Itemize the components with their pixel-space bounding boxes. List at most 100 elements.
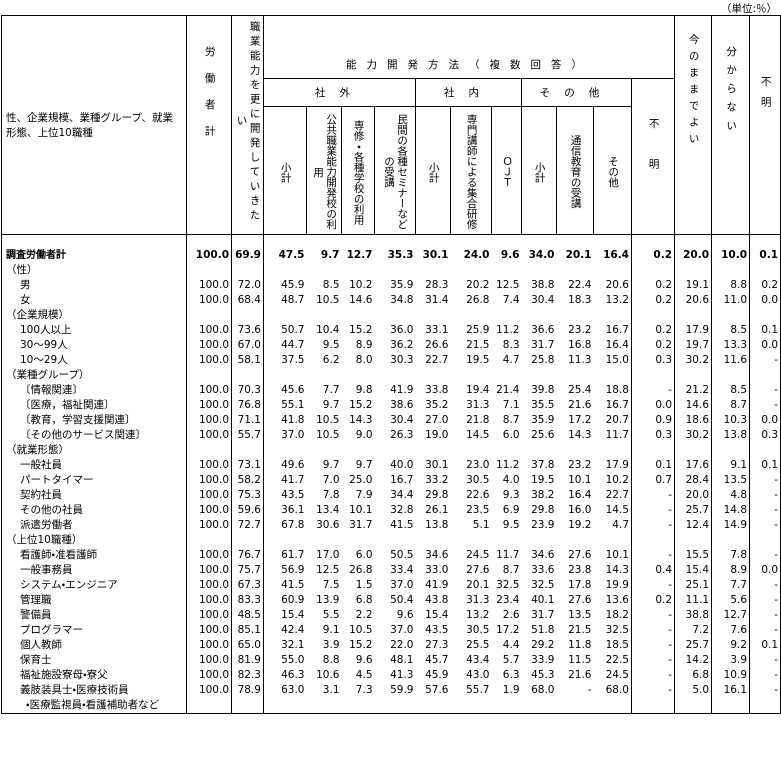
cell: 40.0 (375, 458, 416, 473)
cell-value: 33.4 (390, 564, 414, 576)
cell (186, 443, 232, 458)
cell-value: 17.8 (568, 579, 592, 591)
cell: 46.3 (263, 668, 307, 683)
cell-value: 41.3 (390, 669, 414, 681)
cell-value: 55.7 (237, 429, 261, 441)
cell: 4.4 (492, 638, 522, 653)
cell: 5.6 (711, 593, 750, 608)
cell-value: 67.8 (281, 519, 305, 531)
cell-value: 19.9 (605, 579, 629, 591)
cell (375, 308, 416, 323)
cell: 6.9 (492, 503, 522, 518)
table-row: その他の社員 100.0 59.6 36.1 13.4 10.1 32.8 26.1 23.5 6… (1, 503, 781, 518)
cell-value: - (774, 384, 779, 396)
cell: 17.2 (492, 623, 522, 638)
cell-value: 3.1 (322, 684, 340, 696)
cell: 14.8 (711, 503, 750, 518)
cell (749, 308, 781, 323)
cell (522, 533, 557, 548)
cell-value: 30.3 (390, 354, 414, 366)
cell: 31.7 (342, 518, 375, 533)
row-label: 個人教師 (1, 638, 187, 653)
cell-value: 8.7 (730, 399, 748, 411)
row-label: 〔情報関連〕 (1, 383, 187, 398)
cell: 56.9 (263, 563, 307, 578)
cell: 18.5 (594, 638, 632, 653)
cell-value: - (774, 519, 779, 531)
cell: 20.7 (594, 413, 632, 428)
cell: 68.0 (593, 683, 632, 714)
cell: 10.3 (711, 413, 750, 428)
cell: 34.4 (375, 488, 416, 503)
cell (263, 368, 307, 383)
cell: 7.9 (342, 488, 375, 503)
cell: 31.4 (416, 293, 451, 308)
cell-value: 30.6 (316, 519, 340, 531)
cell-value: 18.5 (605, 639, 629, 651)
cell-value: 50.7 (281, 324, 305, 336)
cell-value: 13.9 (316, 594, 340, 606)
cell: 15.4 (416, 608, 451, 623)
cell-value: 37.5 (281, 354, 305, 366)
cell (186, 263, 232, 278)
cell (342, 443, 375, 458)
cell: 31.7 (522, 338, 557, 353)
cell-value: 14.3 (349, 414, 373, 426)
cell (594, 308, 632, 323)
cell-value: - (774, 549, 779, 561)
row-label: 警備員 (1, 608, 187, 623)
cell (451, 263, 492, 278)
cell-value: 78.9 (237, 684, 261, 696)
cell-value: 76.8 (237, 399, 261, 411)
cell-value: 45.9 (425, 669, 449, 681)
cell-value: 100.0 (198, 639, 229, 651)
cell: 27.6 (451, 563, 492, 578)
column-header-text: 専修・各種学校の利用 (352, 119, 365, 225)
cell (307, 308, 342, 323)
cell-value: 18.2 (605, 609, 629, 621)
cell-value: 0.2 (655, 294, 673, 306)
cell (594, 533, 632, 548)
cell (231, 533, 264, 548)
cell: 37.8 (522, 458, 557, 473)
row-label-text: 福祉施設寮母・寮父 (20, 669, 108, 681)
cell-value: 38.2 (531, 489, 555, 501)
cell: 73.6 (231, 323, 264, 338)
cell-value: 32.8 (390, 504, 414, 516)
cell-value: 27.6 (466, 564, 490, 576)
cell (186, 308, 232, 323)
cell: 9.1 (711, 458, 750, 473)
cell-value: 39.8 (531, 384, 555, 396)
cell-value: - (668, 519, 673, 531)
cell: 22.7 (416, 353, 451, 368)
row-label: 看護師・准看護師 (1, 548, 187, 563)
cell: 41.9 (375, 383, 416, 398)
cell: 4.0 (492, 473, 522, 488)
cell: 4.7 (492, 353, 522, 368)
cell-value: 9.1 (322, 624, 340, 636)
cell-value: 29.8 (531, 504, 555, 516)
cell-value: 25.1 (685, 579, 710, 591)
cell: 20.6 (674, 293, 712, 308)
cell-value: 40.1 (531, 594, 555, 606)
cell (674, 308, 712, 323)
cell-value: 41.8 (281, 414, 305, 426)
row-label-text: （上位10職種） (6, 534, 83, 546)
cell: 3.9 (711, 653, 750, 668)
cell-value: 16.7 (605, 399, 629, 411)
cell-value: 15.2 (349, 639, 373, 651)
cell-value: 0.9 (655, 414, 673, 426)
cell (749, 263, 781, 278)
cell: 8.0 (342, 353, 375, 368)
cell-value: 36.1 (281, 504, 305, 516)
table-row: 100人以上 100.0 73.6 50.7 10.4 15.2 36.0 33.1 25.9 1… (1, 323, 781, 338)
cell: - (749, 518, 781, 533)
cell: 15.2 (342, 323, 375, 338)
cell: 67.3 (231, 578, 264, 593)
cell (451, 443, 492, 458)
cell-value: 43.4 (466, 654, 490, 666)
cell (630, 443, 675, 458)
cell-value: 34.0 (528, 249, 555, 261)
cell: 6.3 (492, 668, 522, 683)
cell: 18.2 (594, 608, 632, 623)
